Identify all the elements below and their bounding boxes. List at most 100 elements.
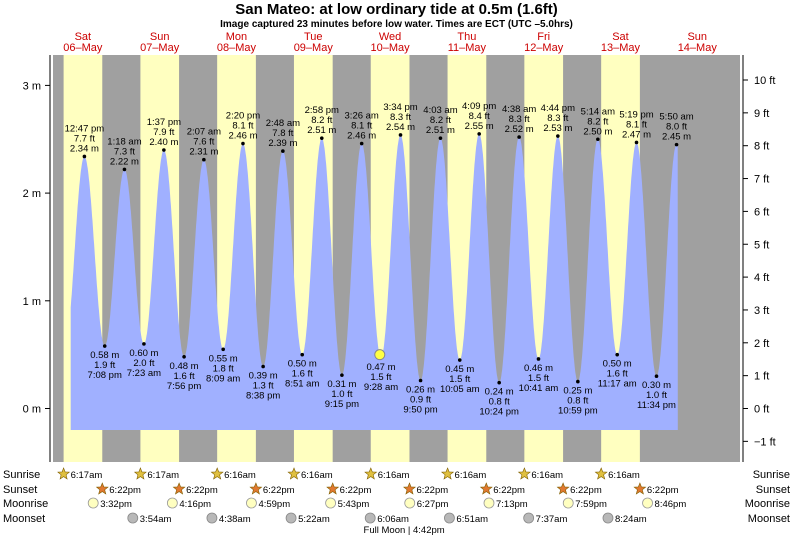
- high-tide-feet: 7.8 ft: [272, 128, 293, 139]
- low-tide-feet: 1.6 ft: [174, 371, 195, 382]
- low-tide-time: 11:17 am: [598, 379, 637, 390]
- moonrise-icon: [404, 497, 416, 509]
- high-tide-feet: 8.2 ft: [311, 115, 332, 126]
- moonrise-icon: [246, 497, 257, 509]
- moonset-time: 3:54am: [140, 514, 172, 525]
- day-headers: Sat06–MaySun07–MayMon08–MayTue09–MayWed1…: [63, 31, 717, 54]
- sunrise-time: 6:16am: [608, 470, 640, 481]
- high-tide-point: [281, 149, 285, 153]
- moonset-icon: [206, 512, 218, 524]
- high-tide-point: [596, 137, 600, 142]
- sunrise-time: 6:16am: [301, 470, 333, 481]
- high-tide-meters: 2.40 m: [149, 137, 178, 148]
- low-tide-feet: 1.3 ft: [253, 380, 274, 391]
- low-tide-point: [497, 380, 501, 385]
- low-tide-point: [300, 352, 305, 357]
- right-tick-label: 0 ft: [754, 404, 769, 416]
- low-tide-time: 10:41 am: [519, 383, 559, 394]
- right-tick-label: 6 ft: [754, 206, 769, 218]
- moonrise-icon: [642, 497, 653, 509]
- low-tide-meters: 0.46 m: [524, 363, 553, 374]
- low-tide-feet: 2.0 ft: [133, 358, 154, 369]
- sun-icon: [441, 467, 455, 480]
- almanac-row-label-left: Moonset: [3, 513, 45, 525]
- right-tick-label: 8 ft: [754, 141, 769, 153]
- low-tide-point: [536, 357, 541, 361]
- low-tide-point: [142, 342, 146, 346]
- day-date: 09–May: [294, 42, 334, 54]
- low-tide-point: [457, 358, 462, 362]
- high-tide-feet: 8.4 ft: [469, 111, 490, 122]
- low-tide-point: [102, 344, 107, 348]
- high-tide-feet: 8.1 ft: [351, 121, 372, 132]
- moonset-icon: [523, 512, 535, 524]
- day-date: 10–May: [370, 42, 410, 54]
- high-tide-feet: 7.9 ft: [153, 127, 174, 138]
- almanac-row-label-right: Moonrise: [745, 498, 790, 510]
- sun-icon: [326, 482, 340, 495]
- high-tide-point: [477, 132, 481, 136]
- low-tide-meters: 0.50 m: [603, 359, 632, 370]
- low-tide-time: 10:05 am: [440, 384, 480, 395]
- low-tide-feet: 1.6 ft: [607, 369, 628, 380]
- day-of-week: Fri: [537, 31, 550, 43]
- sun-icon: [517, 467, 531, 480]
- high-tide-point: [359, 141, 364, 146]
- moonset-time: 6:51am: [456, 514, 488, 525]
- sunrise-time: 6:17am: [71, 470, 103, 481]
- moonrise-time: 5:43pm: [338, 499, 370, 510]
- high-tide-feet: 8.1 ft: [232, 121, 253, 132]
- sun-icon: [403, 482, 416, 495]
- right-tick-label: 1 ft: [754, 371, 769, 383]
- high-tide-feet: 8.3 ft: [547, 113, 568, 124]
- high-tide-time: 2:48 am: [266, 118, 300, 129]
- day-date: 14–May: [678, 42, 718, 54]
- moonset-time: 8:24am: [615, 514, 647, 525]
- almanac-row-label-right: Sunrise: [753, 469, 790, 481]
- high-tide-feet: 8.0 ft: [666, 122, 687, 133]
- day-of-week: Sat: [75, 31, 92, 43]
- moonset-time: 5:22am: [298, 514, 330, 525]
- day-of-week: Mon: [226, 31, 247, 43]
- day-date: 12–May: [524, 42, 564, 54]
- left-tick-label: 3 m: [23, 80, 41, 92]
- low-tide-meters: 0.58 m: [90, 350, 119, 361]
- tide-water-area: [70, 133, 678, 430]
- high-tide-meters: 2.46 m: [347, 131, 376, 142]
- moonrise-icon: [483, 497, 495, 509]
- low-tide-time: 7:08 pm: [88, 370, 122, 381]
- tide-curve: [70, 133, 678, 430]
- high-tide-point: [202, 157, 206, 162]
- low-tide-feet: 0.8 ft: [567, 396, 588, 407]
- high-tide-point: [319, 136, 324, 140]
- almanac-row-label-left: Sunset: [3, 484, 37, 496]
- almanac-row-label-left: Sunrise: [3, 469, 40, 481]
- sunrise-time: 6:16am: [531, 470, 563, 481]
- low-tide-meters: 0.55 m: [209, 353, 238, 364]
- high-tide-point: [162, 148, 166, 152]
- high-tide-point: [122, 167, 127, 172]
- almanac: Sunrise Sunrise Sunset Sunset Moonrise Moonri…: [3, 467, 790, 536]
- sunrise-time: 6:16am: [455, 470, 487, 481]
- almanac-row-label-right: Moonset: [748, 513, 790, 525]
- current-tide-marker: [374, 349, 386, 361]
- day-of-week: Thu: [457, 31, 476, 43]
- high-tide-time: 2:20 pm: [226, 111, 260, 122]
- low-tide-time: 9:50 pm: [403, 404, 437, 415]
- moonset-icon: [127, 512, 139, 524]
- high-tide-meters: 2.39 m: [268, 138, 297, 149]
- low-tide-point: [221, 347, 225, 352]
- low-tide-time: 8:38 pm: [246, 390, 280, 401]
- high-tide-point: [556, 134, 560, 138]
- moonrise-icon: [325, 497, 336, 509]
- full-moon-note: Full Moon | 4:42pm: [364, 525, 445, 536]
- high-tide-time: 3:34 pm: [383, 102, 417, 113]
- high-tide-feet: 8.3 ft: [509, 114, 530, 125]
- sun-icon: [95, 482, 109, 495]
- moonrise-time: 8:46pm: [655, 499, 687, 510]
- low-tide-time: 9:15 pm: [325, 399, 359, 410]
- chart-subtitle: Image captured 23 minutes before low wat…: [220, 19, 573, 30]
- moonrise-time: 7:13pm: [496, 499, 528, 510]
- low-tide-feet: 1.9 ft: [94, 360, 115, 371]
- high-tide-meters: 2.51 m: [307, 125, 336, 136]
